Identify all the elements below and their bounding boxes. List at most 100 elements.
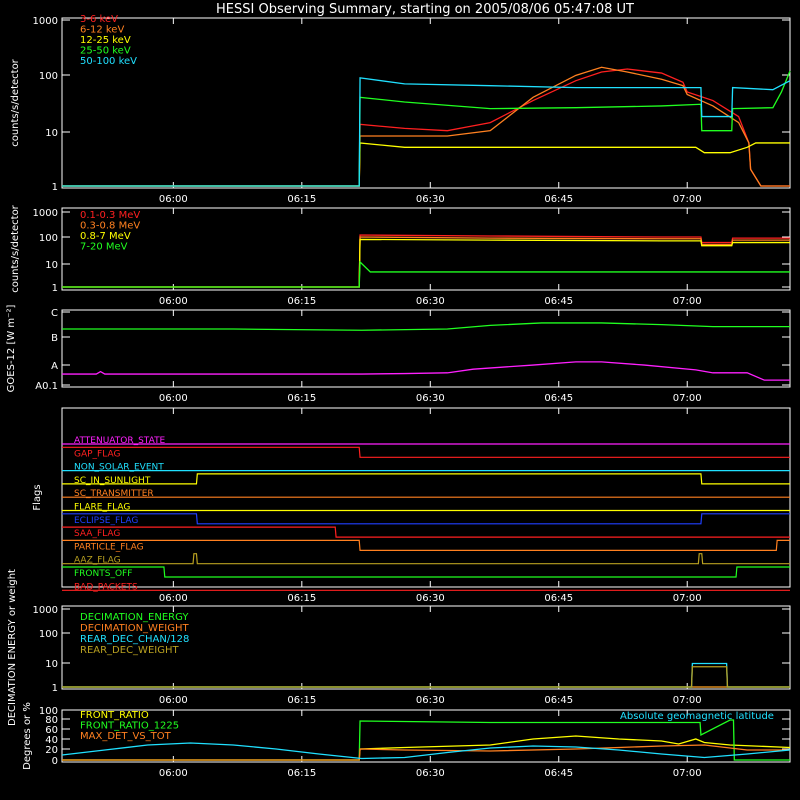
flags-time-label: 07:00: [673, 593, 702, 604]
flag-label-flare-flag: FLARE_FLAG: [74, 503, 130, 513]
lo-energy-time-label: 06:00: [159, 194, 188, 205]
flag-label-aaz-flag: AAZ_FLAG: [74, 556, 121, 566]
hi-energy-frame: [61, 207, 791, 291]
goes-ytick-label: A: [51, 361, 58, 372]
decimation-time-label: 07:00: [673, 695, 702, 706]
ratios-ytick-label: 20: [45, 745, 58, 756]
goes-time-label: 07:00: [673, 393, 702, 404]
ratios-annotation: Absolute geomagnetic latitude: [620, 711, 774, 722]
lo-energy-legend-25-50-kev: 25-50 keV: [80, 46, 131, 57]
flags-time-label: 06:00: [159, 593, 188, 604]
lo-energy-ytick-label: 100: [39, 71, 58, 82]
decimation-frame: [61, 605, 791, 690]
ratios-time-label: 06:30: [416, 768, 445, 779]
hi-energy-legend-0-8-7-mev: 0.8-7 MeV: [80, 231, 131, 242]
goes-series-line-1: [62, 361, 790, 381]
hi-energy-legend-0-3-0-8-mev: 0.3-0.8 MeV: [80, 221, 140, 232]
flag-label-particle-flag: PARTICLE_FLAG: [74, 542, 144, 552]
flag-line-fronts-off: [62, 566, 790, 578]
goes-ytick-label: A0.1: [35, 381, 58, 392]
flag-line-eclipse-flag: [62, 513, 790, 525]
hi-energy-legend-0-1-0-3-mev: 0.1-0.3 MeV: [80, 210, 140, 221]
ratios-time-label: 06:15: [287, 768, 316, 779]
decimation-legend-decimation-energy: DECIMATION_ENERGY: [80, 612, 189, 623]
ratios-time-label: 07:00: [673, 768, 702, 779]
hi-energy-ytick-label: 100: [39, 233, 58, 244]
lo-energy-time-label: 07:00: [673, 194, 702, 205]
hi-energy-time-label: 06:45: [544, 296, 573, 307]
flag-line-aaz-flag: [62, 553, 790, 565]
panel-goes: 06:00 06:15 06:30 06:45 07:00 A0.1 A B C GOES-12 …: [6, 305, 791, 404]
hi-energy-ytick-label: 1000: [33, 208, 58, 219]
lo-energy-ylabel: counts/s/detector: [10, 58, 21, 146]
hi-energy-ytick-label: 10: [45, 260, 58, 271]
decimation-ytick-label: 1000: [33, 605, 58, 616]
lo-energy-series-6-12-kev: [62, 66, 790, 187]
ratios-time-label: 06:00: [159, 768, 188, 779]
lo-energy-time-label: 06:30: [416, 194, 445, 205]
flag-label-eclipse-flag: ECLIPSE_FLAG: [74, 516, 138, 526]
goes-time-label: 06:30: [416, 393, 445, 404]
panels-group: 06:00 06:15 06:30 06:45 07:001101001000count…: [6, 14, 791, 779]
flag-label-non-solar-event: NON_SOLAR_EVENT: [74, 463, 164, 473]
decimation-ylabel: DECIMATION ENERGY or weight: [7, 569, 18, 726]
lo-energy-ytick-label: 1000: [33, 16, 58, 27]
lo-energy-series-50-100-kev: [62, 77, 791, 187]
flag-line-saa-flag: [62, 526, 790, 538]
lo-energy-time-label: 06:15: [287, 194, 316, 205]
ratios-ytick-label: 0: [52, 756, 58, 767]
lo-energy-series-25-50-kev: [62, 70, 791, 187]
goes-ylabel: GOES-12 [W m⁻²]: [6, 305, 17, 393]
flags-time-label: 06:30: [416, 593, 445, 604]
goes-ytick-label: B: [51, 333, 58, 344]
decimation-time-label: 06:15: [287, 695, 316, 706]
flag-label-gap-flag: GAP_FLAG: [74, 449, 120, 459]
ratios-frame: [61, 709, 791, 763]
flag-label-sc-in-sunlight: SC_IN_SUNLIGHT: [74, 476, 151, 486]
panel-flags: 06:00 06:15 06:30 06:45 07:00 Flags ATTENUATOR…: [32, 407, 791, 604]
panel-lo-energy: 06:00 06:15 06:30 06:45 07:00 1 10 100 1000 count…: [10, 14, 791, 205]
ratios-ytick-label: 60: [45, 725, 58, 736]
lo-energy-legend-12-25-kev: 12-25 keV: [80, 35, 131, 46]
flags-time-label: 06:45: [544, 593, 573, 604]
decimation-legend-rear-dec-weight: REAR_DEC_WEIGHT: [80, 645, 179, 656]
ratios-ytick-label: 80: [45, 715, 58, 726]
goes-time-label: 06:00: [159, 393, 188, 404]
hi-energy-series-7-20-mev: [62, 260, 790, 288]
decimation-ytick-label: 1: [52, 683, 58, 694]
decimation-legend-decimation-weight: DECIMATION_WEIGHT: [80, 623, 189, 634]
flag-line-gap-flag: [62, 446, 790, 458]
lo-energy-ytick-label: 1: [52, 182, 58, 193]
figure-title: HESSI Observing Summary, starting on 200…: [216, 2, 634, 17]
lo-energy-legend-6-12-kev: 6-12 keV: [80, 25, 124, 36]
lo-energy-time-label: 06:45: [544, 194, 573, 205]
hi-energy-time-label: 07:00: [673, 296, 702, 307]
flag-label-bad-packets: BAD_PACKETS: [74, 582, 138, 592]
decimation-ytick-label: 100: [39, 629, 58, 640]
decimation-time-label: 06:45: [544, 695, 573, 706]
flag-label-saa-flag: SAA_FLAG: [74, 529, 120, 539]
decimation-time-label: 06:00: [159, 695, 188, 706]
ratios-legend-front-ratio-1225: FRONT_RATIO_1225: [80, 721, 179, 732]
flags-ylabel: Flags: [32, 484, 43, 510]
lo-energy-ytick-label: 10: [45, 128, 58, 139]
ratios-series-line-3: [61, 742, 791, 760]
goes-frame: [61, 309, 791, 388]
ratios-legend-max-det-vs-tot: MAX_DET_VS_TOT: [80, 731, 172, 742]
decimation-legend-rear-dec-chan-128: REAR_DEC_CHAN/128: [80, 634, 189, 645]
ratios-series-front-ratio-1225: [62, 719, 790, 761]
hi-energy-time-label: 06:00: [159, 296, 188, 307]
flags-time-label: 06:15: [287, 593, 316, 604]
decimation-series-rear-dec-weight: [62, 666, 790, 688]
ratios-series-max-det-vs-tot: [62, 744, 790, 761]
hi-energy-time-label: 06:15: [287, 296, 316, 307]
lo-energy-legend-3-6-kev: 3-6 keV: [80, 14, 118, 25]
ratios-ylabel: Degrees or %: [22, 702, 33, 770]
goes-time-label: 06:45: [544, 393, 573, 404]
flag-line-sc-in-sunlight: [62, 473, 790, 485]
decimation-time-label: 06:30: [416, 695, 445, 706]
goes-ytick-label: C: [51, 308, 58, 319]
